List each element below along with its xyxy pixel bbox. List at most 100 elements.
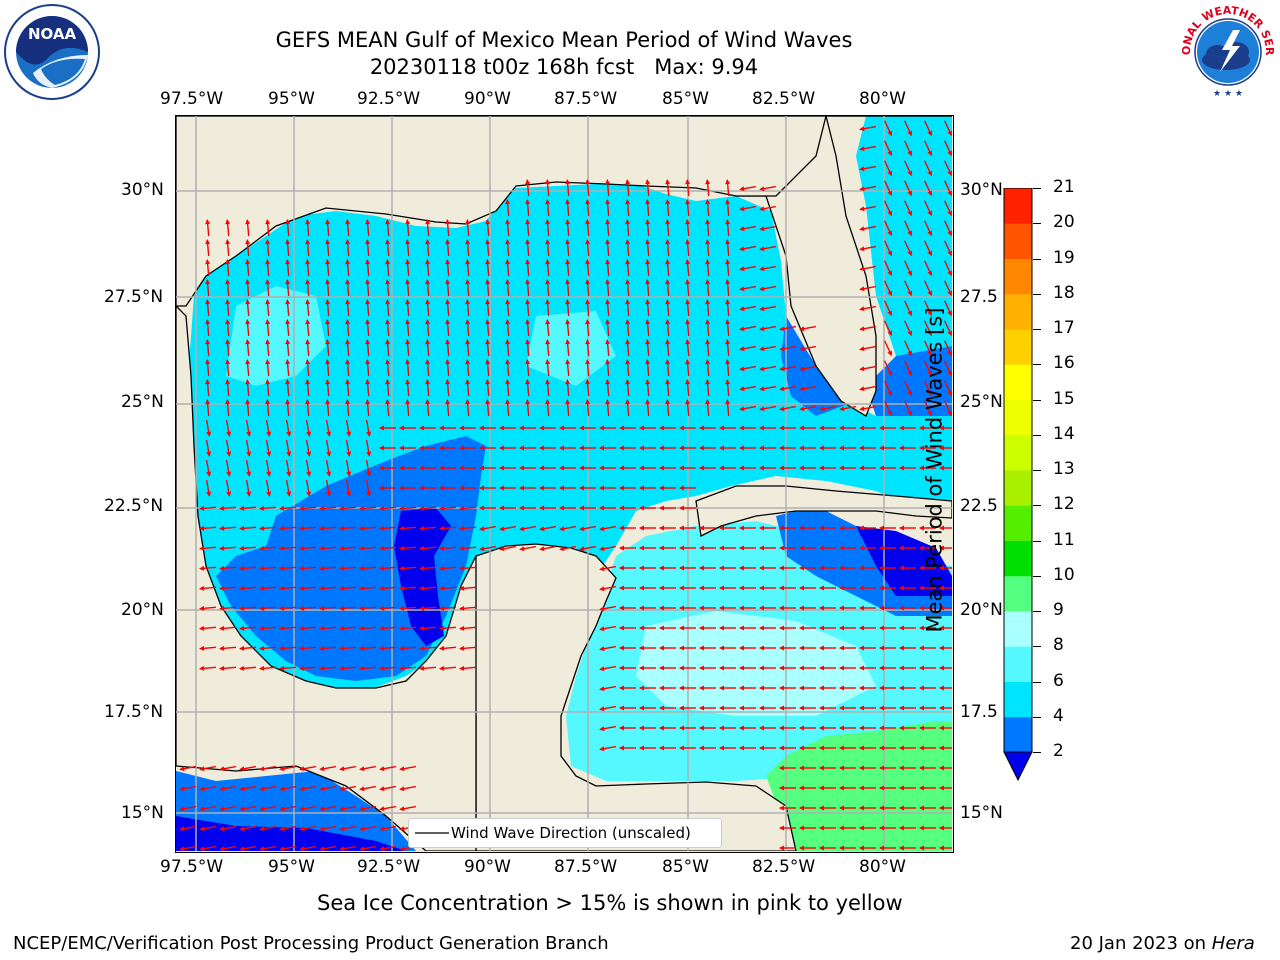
colorbar-tick-mark xyxy=(1033,611,1041,612)
wave-arrow xyxy=(245,279,251,297)
wave-arrow xyxy=(903,240,913,257)
wave-arrow xyxy=(339,585,357,591)
map-panel[interactable] xyxy=(175,115,954,853)
wave-arrow xyxy=(685,259,691,277)
wave-arrow xyxy=(225,299,231,317)
mexico-coast xyxy=(176,305,477,852)
wave-arrow xyxy=(345,439,352,457)
wave-arrow xyxy=(439,505,457,511)
wave-arrow xyxy=(679,745,696,751)
wave-arrow xyxy=(425,359,431,377)
wave-arrow xyxy=(505,399,511,417)
wave-arrow xyxy=(883,360,893,377)
wave-arrow xyxy=(759,725,776,731)
wave-arrow xyxy=(665,199,671,217)
wave-arrow xyxy=(879,625,896,631)
wave-arrow xyxy=(759,365,777,372)
wave-arrow xyxy=(759,345,777,352)
wave-arrow xyxy=(639,685,656,691)
wave-arrow xyxy=(265,379,271,397)
colorbar-swatch xyxy=(1004,681,1032,718)
wave-arrow xyxy=(939,625,953,631)
lon-label: 87.5°W xyxy=(554,857,618,877)
wave-arrow xyxy=(459,545,477,551)
wave-arrow xyxy=(225,339,231,357)
wave-arrow xyxy=(619,745,636,751)
wave-arrow xyxy=(725,359,731,377)
wave-arrow xyxy=(819,685,836,691)
wave-arrow xyxy=(639,565,656,571)
wave-arrow xyxy=(939,445,953,451)
wave-arrow xyxy=(265,219,271,237)
wave-arrow xyxy=(903,360,913,377)
wave-arrow xyxy=(903,380,913,397)
wave-arrow xyxy=(265,279,271,297)
colorbar-tick-mark xyxy=(1033,188,1041,189)
wave-arrow xyxy=(939,765,953,771)
colorbar-swatches xyxy=(1003,187,1033,782)
wave-arrow xyxy=(245,359,251,377)
wave-arrow xyxy=(859,285,877,292)
wave-arrow xyxy=(279,785,297,792)
wave-arrow xyxy=(345,319,351,337)
wave-arrow xyxy=(245,319,251,337)
wave-arrow xyxy=(719,545,736,551)
wave-arrow xyxy=(319,605,337,611)
wave-arrow xyxy=(839,725,856,731)
wave-arrow xyxy=(225,399,231,417)
wave-arrow xyxy=(199,505,217,511)
colorbar-tick-label: 18 xyxy=(1053,282,1075,303)
wave-arrow xyxy=(379,445,396,451)
wave-arrow xyxy=(879,525,896,531)
wave-arrow xyxy=(605,339,611,357)
wave-arrow xyxy=(923,240,933,257)
caribbean-deep xyxy=(856,526,952,596)
lat-label: 22.5 xyxy=(960,496,998,516)
wave-arrow xyxy=(939,685,953,691)
wave-arrow xyxy=(605,219,611,237)
wave-arrow xyxy=(565,179,571,197)
wave-arrow xyxy=(759,285,777,292)
wave-arrow xyxy=(699,445,716,451)
wave-arrow xyxy=(599,485,616,491)
wave-arrow xyxy=(659,565,676,571)
wave-arrow xyxy=(445,359,451,377)
wave-arrow xyxy=(485,379,491,397)
colorbar-tick-label: 13 xyxy=(1053,459,1075,479)
wave-arrow xyxy=(619,625,636,631)
wave-arrow xyxy=(299,645,317,651)
wave-arrow xyxy=(419,545,437,551)
high-period-zone xyxy=(766,721,952,851)
wave-arrow xyxy=(285,419,292,437)
wave-arrow xyxy=(205,459,212,477)
wave-arrow xyxy=(719,685,736,691)
wave-arrow xyxy=(259,565,277,571)
machine-name: Hera xyxy=(1211,933,1255,954)
wave-arrow xyxy=(739,625,756,631)
wave-arrow xyxy=(459,485,476,491)
wave-arrow xyxy=(919,765,936,771)
wave-arrow xyxy=(245,239,251,257)
wave-arrow xyxy=(859,585,876,591)
wave-arrow xyxy=(923,220,933,237)
wave-arrow xyxy=(505,259,511,277)
wave-arrow xyxy=(685,279,691,297)
wave-arrow xyxy=(899,645,916,651)
colorbar-swatch xyxy=(1004,399,1032,436)
lat-label: 30°N xyxy=(960,180,1003,200)
wave-arrow xyxy=(385,299,391,317)
wave-arrow xyxy=(325,279,331,297)
wave-arrow xyxy=(919,745,936,751)
wave-arrow xyxy=(319,505,337,511)
wave-arrow xyxy=(759,325,777,332)
wave-arrow xyxy=(479,525,497,532)
wave-arrow xyxy=(625,239,631,257)
wave-arrow xyxy=(279,765,297,772)
wave-arrow xyxy=(859,445,876,451)
wave-arrow xyxy=(883,280,893,297)
wave-arrow xyxy=(839,405,857,412)
wave-arrow xyxy=(525,299,531,317)
wave-arrow xyxy=(439,425,456,431)
lon-label: 92.5°W xyxy=(357,89,421,109)
wave-arrow xyxy=(739,405,757,412)
